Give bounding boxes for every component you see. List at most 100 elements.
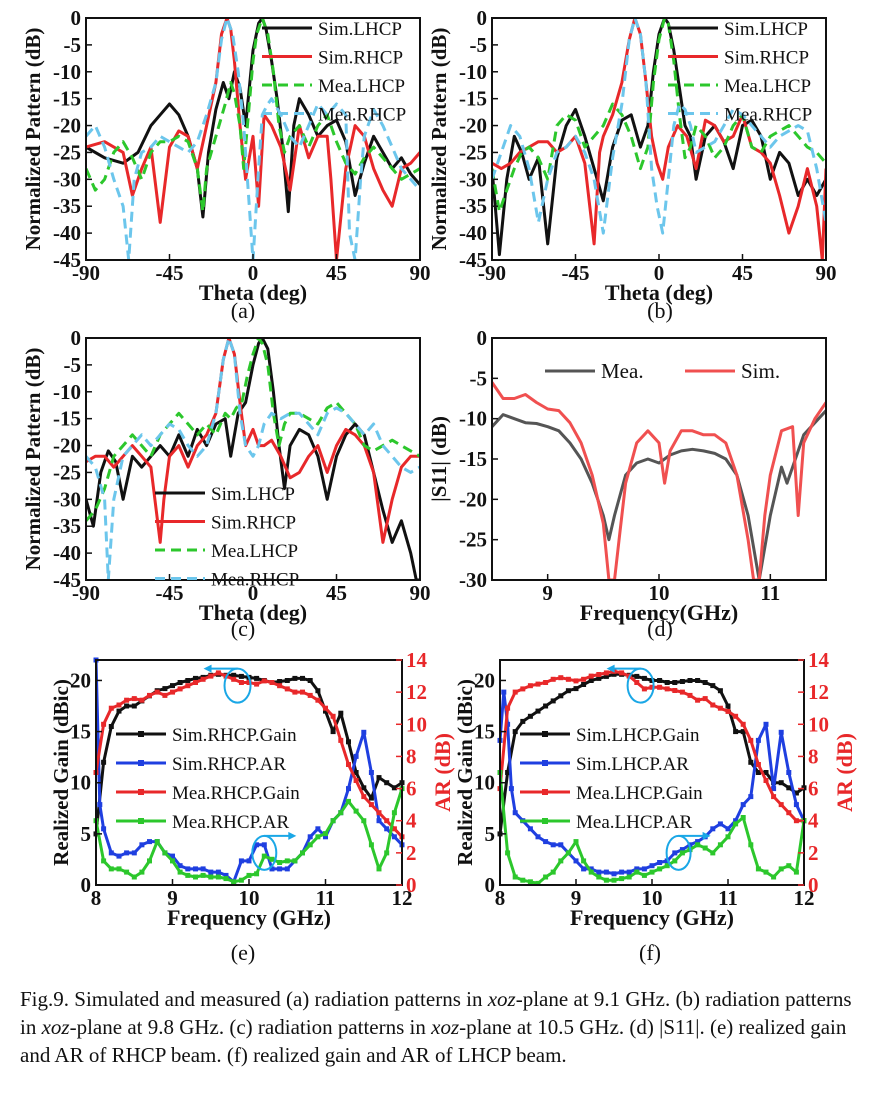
data-marker bbox=[162, 850, 168, 856]
caption-plane-1: xoz bbox=[487, 987, 516, 1011]
data-marker bbox=[725, 703, 731, 709]
y-tick-label: -25 bbox=[459, 140, 487, 164]
data-marker bbox=[315, 697, 321, 703]
data-marker bbox=[786, 770, 792, 775]
y-tick-label: 5 bbox=[81, 822, 92, 846]
panel-label: (a) bbox=[231, 298, 255, 323]
legend-label: Sim.RHCP bbox=[318, 48, 403, 69]
data-marker bbox=[346, 739, 351, 745]
y2-tick-label: 0 bbox=[406, 873, 417, 897]
data-marker bbox=[116, 853, 122, 859]
y-tick-label: -20 bbox=[53, 114, 81, 138]
data-marker bbox=[193, 866, 198, 872]
data-marker bbox=[323, 834, 328, 840]
data-marker bbox=[679, 689, 685, 695]
y2-tick-label: 4 bbox=[808, 809, 819, 833]
y-tick-label: -45 bbox=[53, 248, 81, 272]
x-tick-label: 45 bbox=[326, 261, 347, 285]
x-tick-label: 90 bbox=[816, 261, 837, 285]
x-tick-label: 9 bbox=[167, 886, 178, 910]
y2-tick-label: 14 bbox=[406, 648, 428, 672]
y2-axis-label: AR (dB) bbox=[430, 733, 455, 812]
data-marker bbox=[361, 818, 367, 824]
x-tick-label: 12 bbox=[392, 886, 413, 910]
legend-marker bbox=[138, 731, 144, 737]
data-marker bbox=[246, 858, 252, 864]
panel-label: (f) bbox=[639, 940, 661, 965]
data-marker bbox=[231, 879, 237, 885]
data-marker bbox=[323, 708, 328, 714]
data-marker bbox=[124, 697, 130, 703]
data-marker bbox=[505, 850, 511, 856]
x-tick-label: 8 bbox=[91, 886, 102, 910]
data-marker bbox=[185, 866, 191, 872]
caption-text-2: -plane at 9.1 GHz. (b) radiation pattern… bbox=[20, 987, 852, 1039]
data-marker bbox=[527, 713, 533, 719]
series-line-b-2 bbox=[492, 18, 826, 214]
legend-label: Mea.LHCP.AR bbox=[576, 812, 692, 833]
legend-label: Mea.RHCP bbox=[318, 105, 406, 126]
data-marker bbox=[710, 826, 716, 832]
data-marker bbox=[254, 681, 260, 687]
data-marker bbox=[300, 689, 305, 695]
y-tick-label: -25 bbox=[53, 460, 81, 484]
figure-caption: Fig.9. Simulated and measured (a) radiat… bbox=[20, 985, 870, 1069]
data-marker bbox=[535, 834, 541, 840]
annotation-ellipse-gain bbox=[223, 667, 252, 704]
data-marker bbox=[793, 818, 799, 824]
legend-label: Sim.LHCP bbox=[211, 484, 295, 505]
data-marker bbox=[710, 702, 716, 708]
y-axis-label: Normalized Pattern (dB) bbox=[21, 348, 45, 571]
data-marker bbox=[346, 786, 351, 792]
data-marker bbox=[550, 676, 556, 682]
data-marker bbox=[573, 858, 579, 864]
data-marker bbox=[307, 834, 313, 840]
x-tick-label: 10 bbox=[239, 886, 260, 910]
data-marker bbox=[611, 671, 617, 677]
y-tick-label: -5 bbox=[64, 353, 82, 377]
x-tick-label: 11 bbox=[760, 581, 780, 605]
data-marker bbox=[725, 826, 731, 832]
legend-label: Mea.RHCP.Gain bbox=[172, 783, 300, 804]
data-marker bbox=[763, 778, 769, 783]
legend-marker bbox=[138, 818, 144, 824]
data-marker bbox=[550, 869, 556, 875]
y2-tick-label: 6 bbox=[808, 777, 819, 801]
data-marker bbox=[695, 678, 701, 683]
data-marker bbox=[596, 675, 602, 681]
data-marker bbox=[687, 678, 693, 683]
data-marker bbox=[573, 678, 579, 684]
data-marker bbox=[763, 721, 769, 727]
y-tick-label: 10 bbox=[70, 771, 91, 795]
legend-label: Mea.LHCP.Gain bbox=[576, 783, 703, 804]
data-marker bbox=[215, 874, 221, 880]
chart-c: -90 -45 0 45 900-5-10-15-20-25-30-35-40-45Th… bbox=[21, 326, 431, 641]
data-marker bbox=[740, 802, 746, 808]
data-marker bbox=[550, 698, 556, 704]
data-marker bbox=[261, 678, 267, 684]
x-axis-label: Frequency (GHz) bbox=[167, 905, 331, 930]
data-marker bbox=[353, 770, 359, 775]
series-line-a-0 bbox=[86, 18, 420, 219]
y-tick-label: -30 bbox=[459, 167, 487, 191]
x-tick-label: 11 bbox=[316, 886, 336, 910]
data-marker bbox=[315, 688, 321, 694]
series-line-c-3 bbox=[86, 338, 420, 580]
data-marker bbox=[131, 850, 137, 856]
data-marker bbox=[771, 874, 777, 880]
data-marker bbox=[634, 866, 640, 872]
y2-tick-label: 12 bbox=[808, 680, 829, 704]
y2-axis-label: AR (dB) bbox=[832, 733, 857, 812]
data-marker bbox=[778, 802, 784, 808]
data-marker bbox=[717, 821, 723, 827]
data-marker bbox=[725, 708, 731, 714]
data-marker bbox=[588, 869, 594, 875]
data-marker bbox=[185, 678, 191, 683]
data-marker bbox=[679, 679, 685, 684]
data-marker bbox=[177, 863, 183, 869]
data-marker bbox=[254, 842, 260, 848]
data-marker bbox=[307, 842, 313, 848]
data-marker bbox=[657, 866, 663, 872]
